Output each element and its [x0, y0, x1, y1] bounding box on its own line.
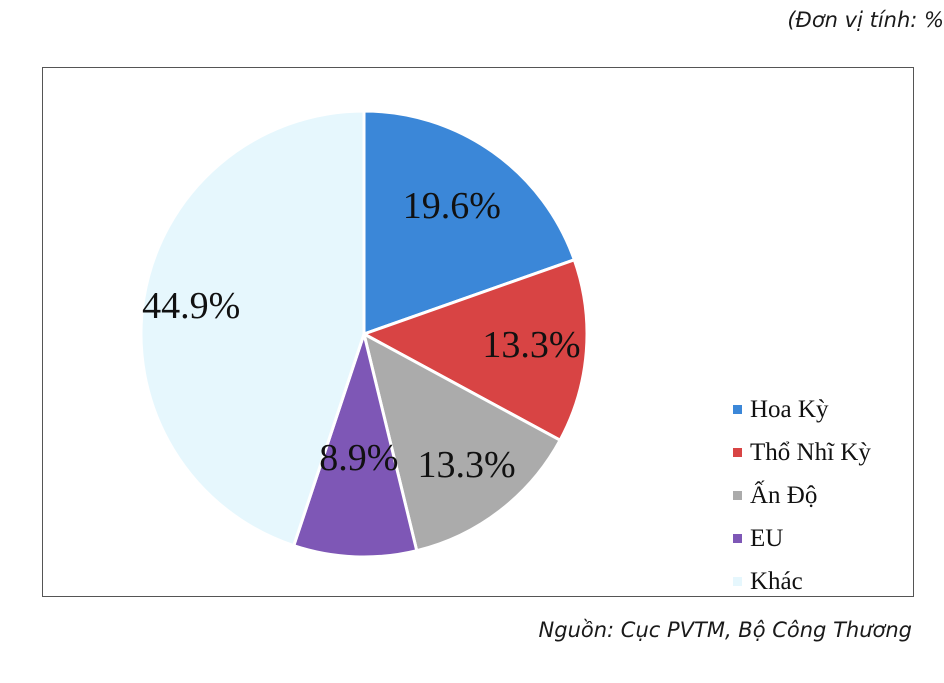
- legend-label-1: Hoa Kỳ: [750, 395, 829, 423]
- legend-swatch-1: [733, 405, 742, 414]
- chart-frame: 19.6% 13.3% 13.3% 8.9% 44.9% Hoa Kỳ Thổ Nhĩ K…: [42, 67, 914, 597]
- pie-slices: [139, 109, 589, 559]
- pie-chart: 19.6% 13.3% 13.3% 8.9% 44.9%: [139, 109, 589, 559]
- legend-swatch-5: [733, 577, 742, 586]
- legend-item-2: Thổ Nhĩ Kỳ: [733, 431, 933, 474]
- legend-item-3: Ấn Độ: [733, 474, 933, 517]
- legend-item-5: Khác: [733, 560, 933, 603]
- pie-slice-labels: 19.6% 13.3% 13.3% 8.9% 44.9%: [142, 185, 580, 486]
- legend-label-5: Khác: [750, 567, 803, 595]
- pie-slice-label-4: 8.9%: [319, 437, 398, 479]
- legend-label-3: Ấn Độ: [750, 481, 818, 509]
- pie-slice-5: [139, 109, 366, 548]
- legend: Hoa Kỳ Thổ Nhĩ Kỳ Ấn Độ EU Khác: [733, 388, 933, 603]
- legend-label-2: Thổ Nhĩ Kỳ: [750, 438, 871, 466]
- legend-label-4: EU: [750, 524, 784, 552]
- source-note: Nguồn: Cục PVTM, Bộ Công Thương: [538, 618, 912, 642]
- legend-swatch-4: [733, 534, 742, 543]
- pie-slice-label-1: 19.6%: [403, 185, 501, 227]
- legend-item-1: Hoa Kỳ: [733, 388, 933, 431]
- legend-swatch-3: [733, 491, 742, 500]
- pie-slice-label-5: 44.9%: [142, 285, 240, 327]
- pie-slice-2: [362, 258, 589, 442]
- pie-slice-label-3: 13.3%: [418, 444, 516, 486]
- pie-slice-4: [292, 332, 419, 559]
- legend-swatch-2: [733, 448, 742, 457]
- unit-note: (Đơn vị tính: %: [787, 8, 944, 32]
- pie-slice-label-2: 13.3%: [482, 324, 580, 366]
- legend-item-4: EU: [733, 517, 933, 560]
- pie-slice-3: [362, 332, 562, 553]
